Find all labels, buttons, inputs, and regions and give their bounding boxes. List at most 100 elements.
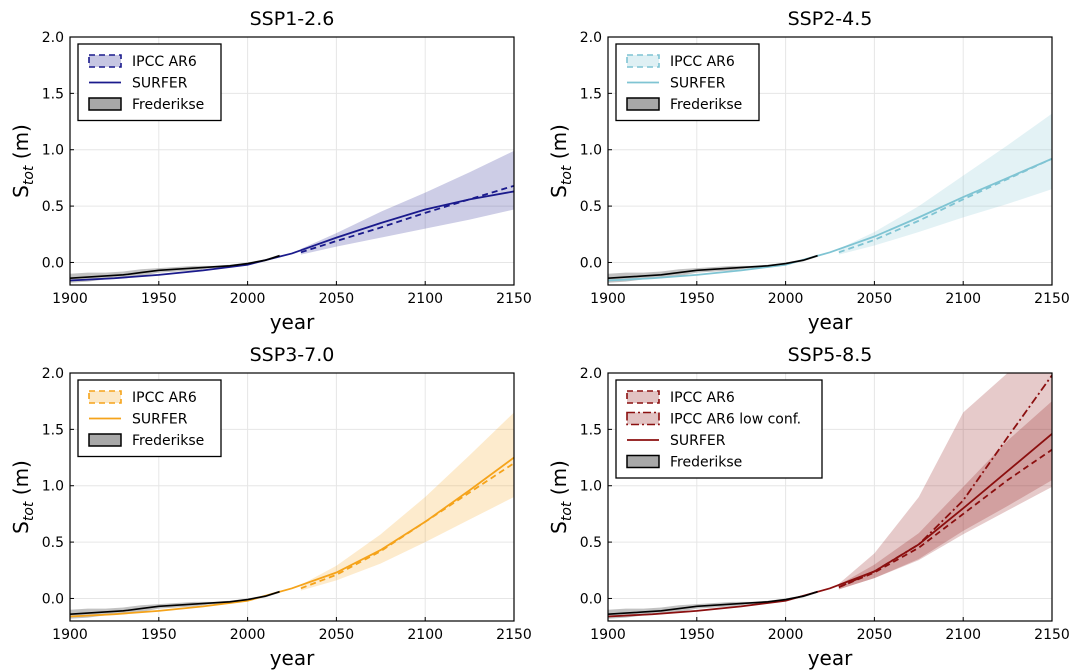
plot-area: [70, 150, 514, 283]
x-tick-label: 2100: [945, 291, 981, 307]
x-axis-label: year: [808, 646, 853, 670]
legend-swatch-ipcc-ar6: [88, 54, 122, 68]
series-line-surfer: [608, 157, 1052, 282]
y-tick-label: 0.0: [42, 255, 64, 271]
y-tick-label: 2.0: [580, 366, 602, 382]
legend-label-frederikse: Frederikse: [670, 97, 742, 113]
y-tick-label: 0.5: [42, 199, 64, 215]
x-tick-label: 1900: [590, 291, 626, 307]
x-tick-label: 2000: [230, 627, 266, 643]
legend-swatch-frederikse: [626, 97, 660, 111]
panel-title: SSP3-7.0: [250, 344, 335, 366]
y-tick-label: 1.0: [42, 479, 64, 495]
x-tick-label: 2150: [496, 627, 532, 643]
legend-label-surfer: SURFER: [132, 76, 188, 92]
axes-frame: [607, 372, 1053, 622]
x-axis-label: year: [270, 646, 315, 670]
legend-label-frederikse: Frederikse: [132, 433, 204, 449]
legend-label-surfer: SURFER: [670, 433, 726, 449]
panel-ssp2-4-5: 1900 1950 2000 2050 2100 2150 0.0 0.5 1.0 1.5 2.0 S…: [547, 8, 1070, 334]
y-tick-label: 0.5: [580, 199, 602, 215]
panel-ssp1-2-6: 1900 1950 2000 2050 2100 2150 0.0 0.5 1.0 1.5 2.0 S…: [9, 8, 532, 334]
y-axis-label: Stot (m): [9, 460, 37, 534]
x-tick-label: 2050: [857, 627, 893, 643]
plot-area: [608, 373, 1052, 619]
y-axis-label: Stot (m): [547, 124, 575, 198]
series-line-ipcc-ar6: [300, 184, 514, 254]
x-tick-label: 1900: [590, 627, 626, 643]
legend-swatch-frederikse: [88, 433, 122, 447]
x-tick-label: 2100: [407, 627, 443, 643]
x-tick-label: 1950: [679, 291, 715, 307]
x-tick-label: 2100: [407, 291, 443, 307]
band-ipcc-ar6: [300, 150, 514, 255]
panel-ssp5-8-5: 1900 1950 2000 2050 2100 2150 0.0 0.5 1.0 1.5 2.0 S…: [547, 344, 1070, 670]
legend-label-surfer: SURFER: [670, 76, 726, 92]
panel-title: SSP1-2.6: [250, 8, 335, 30]
legend: IPCC AR6 SURFER Frederikse: [77, 379, 222, 458]
legend-swatch-ipcc-ar6: [626, 54, 660, 68]
series-line-frederikse: [608, 254, 818, 280]
legend: IPCC AR6 SURFER Frederikse: [615, 43, 760, 122]
x-axis-label: year: [270, 310, 315, 334]
legend-swatch-ipcc-ar6-low-conf: [626, 411, 660, 426]
x-tick-label: 2050: [857, 291, 893, 307]
y-tick-label: 2.0: [42, 366, 64, 382]
x-tick-label: 2150: [1034, 291, 1070, 307]
x-tick-label: 2000: [768, 627, 804, 643]
y-tick-label: 2.0: [580, 30, 602, 46]
y-tick-label: 0.0: [42, 591, 64, 607]
y-tick-label: 0.0: [580, 591, 602, 607]
legend: IPCC AR6 IPCC AR6 low conf. SURFER Frederik…: [615, 379, 823, 479]
legend-label-frederikse: Frederikse: [670, 455, 742, 471]
legend-swatch-ipcc-ar6: [88, 390, 122, 404]
x-tick-label: 1900: [52, 627, 88, 643]
x-tick-label: 2050: [319, 627, 355, 643]
x-tick-label: 2050: [319, 291, 355, 307]
legend-label-ipcc-ar6: IPCC AR6: [132, 390, 197, 406]
x-axis-label: year: [808, 310, 853, 334]
x-tick-label: 2000: [768, 291, 804, 307]
y-tick-label: 1.5: [42, 86, 64, 102]
legend: IPCC AR6 SURFER Frederikse: [77, 43, 222, 122]
band-ipcc-ar6-low-conf: [838, 373, 1052, 590]
x-tick-label: 1950: [141, 291, 177, 307]
legend-swatch-frederikse: [626, 454, 660, 469]
x-tick-label: 1950: [141, 627, 177, 643]
y-tick-label: 2.0: [42, 30, 64, 46]
series-line-frederikse: [70, 590, 280, 616]
axes-frame: [607, 36, 1053, 286]
series-line-frederikse: [70, 254, 280, 280]
x-tick-label: 2150: [1034, 627, 1070, 643]
y-tick-label: 1.5: [580, 422, 602, 438]
y-tick-label: 0.5: [580, 535, 602, 551]
series-line-surfer: [608, 433, 1052, 618]
panel-title: SSP5-8.5: [788, 344, 873, 366]
band-ipcc-ar6: [838, 401, 1052, 590]
legend-label-ipcc-ar6: IPCC AR6: [670, 390, 735, 406]
y-tick-label: 1.5: [42, 422, 64, 438]
series-line-frederikse: [608, 590, 818, 616]
x-tick-label: 2150: [496, 291, 532, 307]
y-tick-label: 1.0: [42, 143, 64, 159]
legend-swatch-frederikse: [88, 97, 122, 111]
plot-area: [608, 113, 1052, 283]
plot-area: [70, 412, 514, 619]
band-ipcc-ar6: [838, 113, 1052, 255]
axes-frame: [69, 36, 515, 286]
panel-title: SSP2-4.5: [788, 8, 873, 30]
x-tick-label: 2100: [945, 627, 981, 643]
legend-label-ipcc-ar6: IPCC AR6: [132, 54, 197, 70]
axes-frame: [69, 372, 515, 622]
y-tick-label: 1.5: [580, 86, 602, 102]
panel-ssp3-7-0: 1900 1950 2000 2050 2100 2150 0.0 0.5 1.0 1.5 2.0 S…: [9, 344, 532, 670]
series-line-surfer: [70, 456, 514, 618]
y-tick-label: 0.5: [42, 535, 64, 551]
y-axis-label: Stot (m): [547, 460, 575, 534]
x-tick-label: 1950: [679, 627, 715, 643]
y-tick-label: 0.0: [580, 255, 602, 271]
y-axis-label: Stot (m): [9, 124, 37, 198]
legend-label-frederikse: Frederikse: [132, 97, 204, 113]
legend-box: [615, 379, 823, 479]
